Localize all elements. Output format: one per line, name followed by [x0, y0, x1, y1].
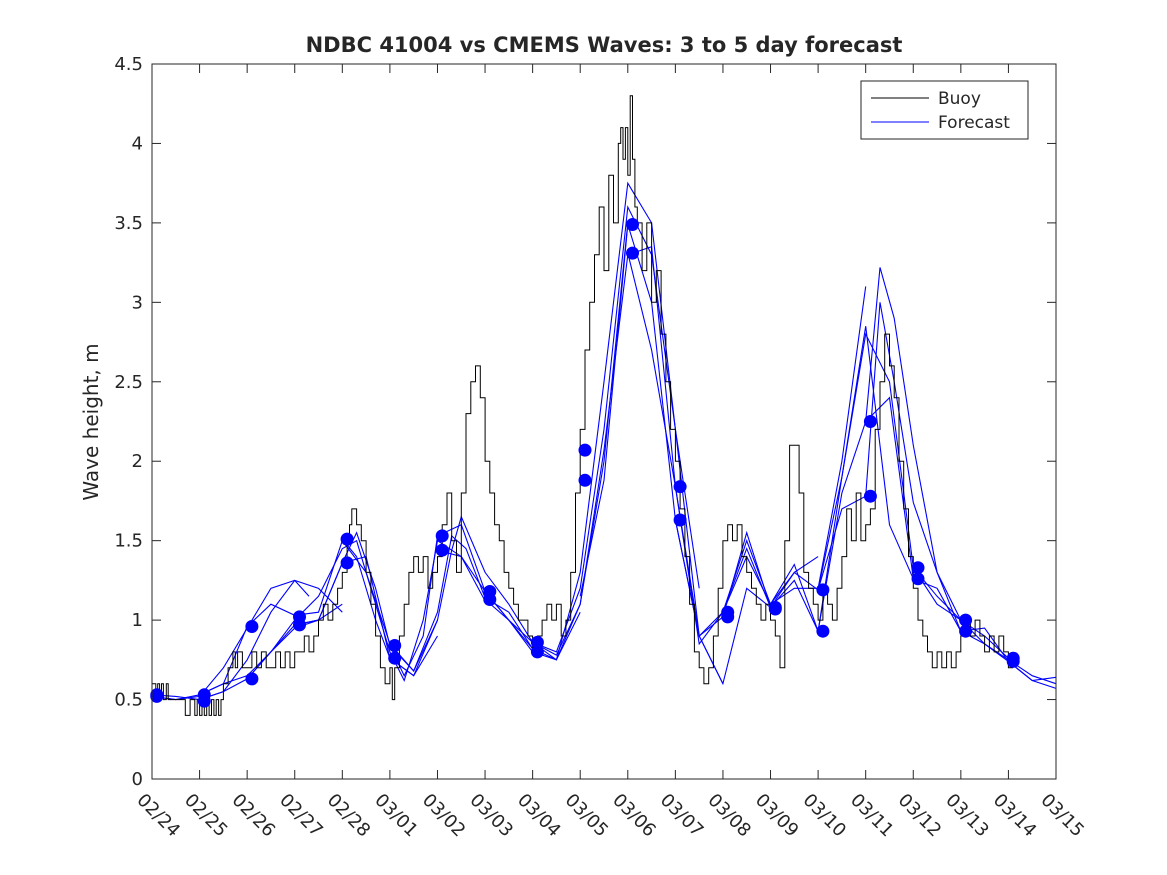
- y-tick-label: 2.5: [114, 372, 143, 393]
- x-tick-label: 03/06: [608, 790, 660, 842]
- x-tick-label: 03/13: [941, 790, 993, 842]
- y-axis-label: Wave height, m: [79, 343, 103, 500]
- forecast-line: [484, 181, 724, 684]
- forecast-marker: [863, 415, 877, 428]
- forecast-marker: [197, 694, 211, 708]
- forecast-marker: [911, 572, 925, 586]
- x-tick-label: 02/28: [323, 790, 375, 842]
- forecast-marker: [626, 218, 639, 231]
- x-tick-label: 02/24: [132, 790, 184, 842]
- x-tick-label: 03/05: [561, 790, 613, 842]
- y-axis-ticks: 0 0.5 1 1.5 2 2.5 3 3.5 4 4.5: [114, 54, 1056, 790]
- y-tick-label: 0.5: [114, 690, 143, 711]
- forecast-marker: [388, 651, 402, 665]
- y-tick-label: 3: [132, 292, 143, 313]
- chart-title: NDBC 41004 vs CMEMS Waves: 3 to 5 day fo…: [306, 33, 903, 57]
- x-tick-label: 02/25: [180, 790, 232, 842]
- x-tick-label: 03/07: [656, 790, 708, 842]
- forecast-marker: [435, 529, 449, 543]
- x-tick-label: 03/02: [418, 790, 470, 842]
- y-tick-label: 4: [132, 133, 143, 154]
- forecast-marker: [863, 489, 877, 503]
- forecast-marker: [245, 672, 259, 686]
- forecast-marker: [578, 473, 592, 487]
- forecast-marker: [816, 583, 830, 597]
- x-tick-label: 03/10: [799, 790, 851, 842]
- y-tick-label: 0: [132, 769, 143, 790]
- buoy-line: [152, 95, 1014, 716]
- forecast-marker: [245, 620, 259, 633]
- y-tick-label: 2: [132, 451, 143, 472]
- x-tick-label: 03/01: [370, 790, 422, 842]
- legend-buoy-label: Buoy: [938, 89, 981, 109]
- forecast-marker: [530, 635, 544, 649]
- forecast-markers: [150, 218, 1020, 708]
- x-tick-label: 03/09: [751, 790, 803, 842]
- legend-box: [860, 80, 1029, 140]
- forecast-marker: [1006, 654, 1020, 668]
- forecast-marker: [150, 689, 164, 703]
- buoy-series: [152, 95, 1014, 716]
- forecast-marker: [340, 532, 354, 546]
- plot-background: [152, 64, 1056, 779]
- plot-frame: [151, 63, 1057, 780]
- forecast-line: [627, 252, 867, 646]
- x-tick-label: 03/15: [1036, 790, 1088, 842]
- forecast-marker: [673, 513, 687, 527]
- forecast-marker: [721, 610, 735, 624]
- x-tick-label: 03/12: [894, 790, 946, 842]
- legend-forecast-label: Forecast: [938, 113, 1010, 133]
- forecast-marker: [959, 624, 973, 638]
- forecast-marker: [768, 602, 782, 616]
- x-tick-label: 03/03: [466, 790, 518, 842]
- forecast-marker: [293, 618, 306, 632]
- x-tick-label: 03/11: [846, 790, 898, 842]
- forecast-marker: [816, 624, 830, 638]
- y-tick-label: 1.5: [114, 531, 143, 552]
- forecast-marker: [435, 543, 449, 557]
- forecast-marker: [673, 480, 687, 494]
- forecast-marker: [388, 639, 402, 652]
- forecast-marker: [911, 561, 925, 575]
- legend: Buoy Forecast: [860, 80, 1029, 140]
- x-tick-label: 03/14: [989, 790, 1041, 842]
- x-tick-label: 02/26: [228, 790, 280, 842]
- y-tick-label: 1: [132, 610, 143, 631]
- forecast-marker: [626, 246, 639, 260]
- forecast-marker: [340, 556, 354, 570]
- forecast-marker: [483, 593, 497, 606]
- x-tick-label: 03/04: [513, 790, 565, 842]
- forecast-marker: [530, 645, 544, 659]
- forecast-marker: [578, 443, 592, 457]
- y-tick-label: 4.5: [114, 54, 143, 75]
- forecast-marker: [959, 613, 973, 627]
- y-tick-label: 3.5: [114, 213, 143, 234]
- x-tick-label: 03/08: [703, 790, 755, 842]
- x-tick-label: 02/27: [275, 790, 327, 842]
